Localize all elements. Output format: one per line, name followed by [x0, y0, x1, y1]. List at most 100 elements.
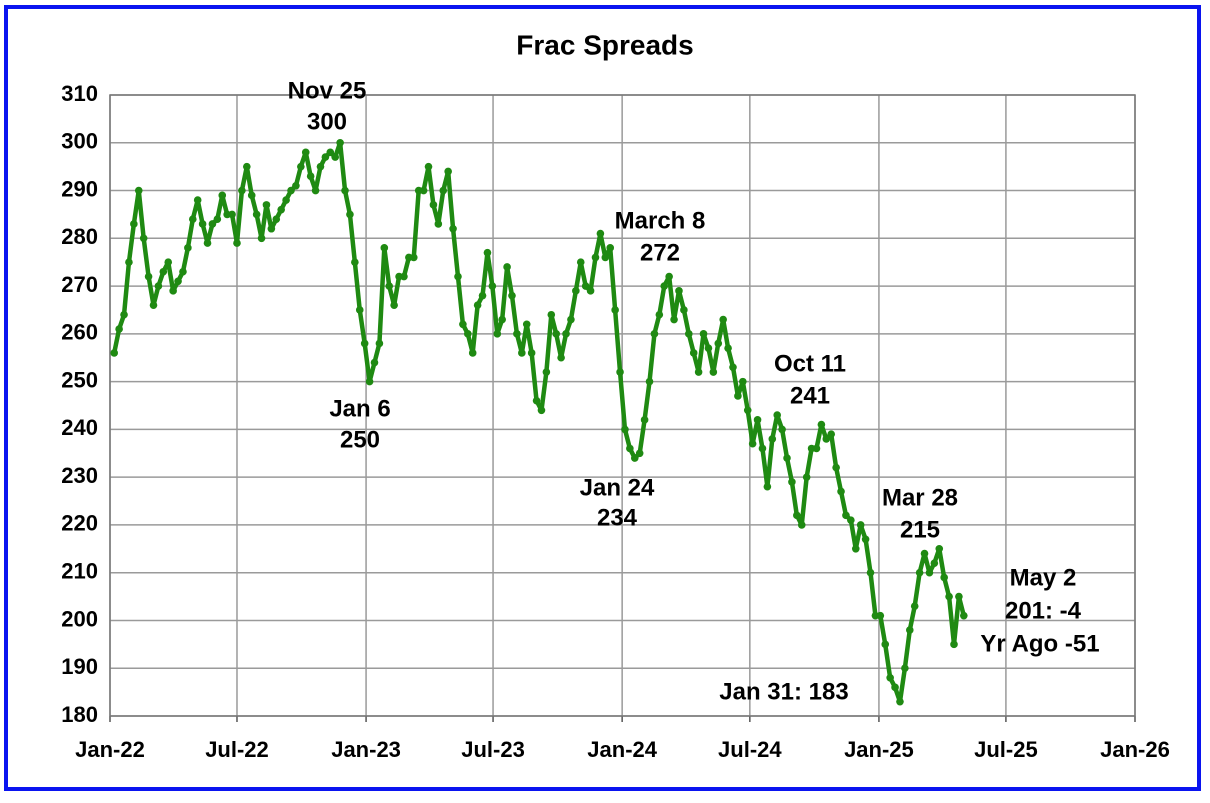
annotation: Jan 6 [329, 395, 390, 422]
data-point [601, 253, 610, 262]
data-point [788, 478, 796, 486]
data-point [920, 549, 929, 558]
data-point [159, 267, 168, 276]
data-point [321, 153, 330, 161]
data-point [213, 215, 222, 223]
data-point [827, 430, 836, 438]
data-point [915, 568, 924, 577]
data-point [385, 282, 394, 290]
data-point [375, 339, 384, 348]
annotation: Jan 31: 183 [719, 678, 848, 705]
x-tick-label: Jan-25 [844, 737, 914, 762]
data-point [542, 368, 551, 376]
y-tick-label: 290 [61, 176, 98, 201]
data-point [493, 330, 502, 338]
data-point [778, 425, 786, 434]
data-point [591, 253, 600, 262]
data-point [945, 592, 953, 601]
data-point [198, 220, 207, 228]
annotation: Oct 11 [774, 350, 846, 377]
data-point [856, 521, 865, 529]
data-point [586, 287, 595, 295]
annotation: 215 [900, 516, 940, 543]
annotation: Jan 24 [580, 474, 655, 501]
y-tick-label: 250 [61, 367, 98, 392]
y-tick-label: 210 [61, 559, 98, 584]
y-tick-label: 280 [61, 224, 98, 249]
data-point [660, 282, 669, 290]
y-tick-label: 180 [61, 702, 98, 727]
data-point [650, 330, 659, 338]
data-point [409, 253, 418, 262]
data-point [783, 454, 791, 462]
data-point [896, 697, 904, 706]
data-point [115, 325, 123, 333]
data-point [724, 344, 732, 352]
data-point [680, 306, 688, 314]
data-point [596, 229, 605, 238]
y-tick-label: 190 [61, 654, 98, 679]
data-point [110, 349, 119, 357]
data-point [689, 349, 698, 357]
data-point [331, 153, 340, 161]
y-tick-label: 230 [61, 463, 98, 488]
data-point [734, 392, 742, 400]
data-point [562, 330, 570, 338]
data-point [326, 148, 335, 157]
data-point [773, 411, 781, 419]
data-point [876, 611, 885, 620]
data-point [257, 234, 266, 243]
data-point [134, 186, 143, 195]
data-point [812, 444, 821, 453]
data-point [851, 545, 860, 553]
plot-frame [109, 94, 1136, 717]
data-point [640, 416, 649, 424]
data-point [572, 287, 580, 295]
data-point [252, 210, 261, 219]
data-point [684, 330, 693, 338]
data-point [881, 640, 890, 649]
data-point [557, 353, 565, 362]
data-point [552, 330, 561, 338]
data-point [468, 349, 477, 357]
data-point [193, 196, 202, 204]
data-point [935, 545, 944, 553]
data-point [179, 267, 187, 276]
data-point [267, 224, 276, 233]
data-point [532, 396, 541, 405]
chart-border [4, 5, 1201, 791]
data-point [901, 664, 909, 673]
data-point [743, 406, 752, 415]
data-point [503, 263, 511, 271]
data-point [665, 272, 673, 281]
chart-title: Frac Spreads [516, 29, 693, 60]
data-point [655, 310, 664, 319]
data-point [188, 215, 197, 223]
data-point [719, 315, 727, 324]
data-point [675, 287, 683, 295]
data-point [360, 339, 369, 348]
data-point [262, 201, 271, 209]
y-tick-label: 260 [61, 320, 98, 345]
x-tick-label: Jan-26 [1100, 737, 1170, 762]
data-point [464, 330, 472, 338]
data-point [311, 186, 320, 195]
data-point [139, 234, 148, 243]
data-point [847, 516, 855, 524]
data-point [355, 306, 364, 314]
annotation: Nov 25 [288, 77, 367, 104]
x-tick-label: Jan-22 [75, 737, 145, 762]
data-point [753, 416, 762, 424]
data-point [149, 301, 158, 309]
data-point [449, 224, 457, 233]
data-point [247, 191, 256, 200]
data-point [513, 330, 521, 338]
data-point [380, 244, 389, 252]
data-point [218, 191, 227, 200]
data-point [527, 349, 536, 357]
data-point [797, 521, 806, 529]
data-point [508, 291, 516, 300]
data-point [429, 201, 438, 209]
